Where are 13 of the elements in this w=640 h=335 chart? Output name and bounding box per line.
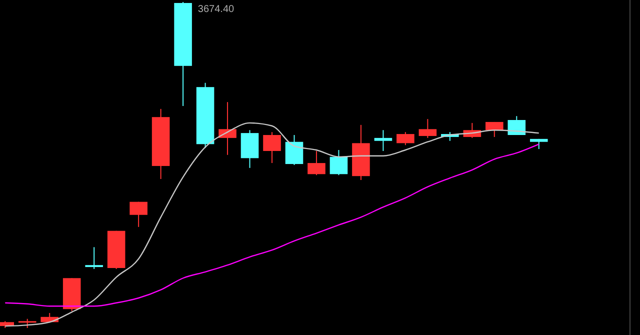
candlestick: [130, 201, 148, 228]
candlestick: [218, 102, 236, 156]
candlestick: [374, 130, 392, 152]
candlestick: [263, 132, 281, 164]
candlestick: [486, 121, 504, 138]
candlestick: [396, 132, 414, 146]
candlestick: [285, 134, 304, 166]
annotation: 3674.40: [198, 4, 235, 15]
candlestick: [330, 150, 348, 176]
candlestick: [18, 318, 36, 328]
candlestick: [418, 118, 437, 138]
candlestick: [85, 246, 103, 270]
candlestick: [308, 150, 326, 176]
